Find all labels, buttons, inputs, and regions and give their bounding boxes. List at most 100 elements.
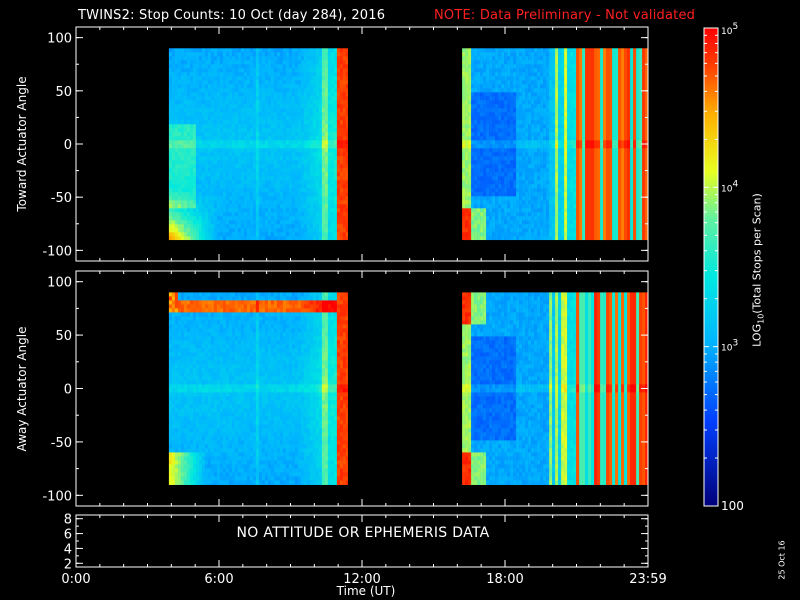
heatmap-cell	[315, 64, 320, 69]
heatmap-cell	[237, 80, 242, 85]
heatmap-cell	[567, 84, 571, 89]
heatmap-cell	[240, 144, 245, 149]
heatmap-cell	[561, 224, 565, 229]
heatmap-cell	[555, 116, 559, 121]
heatmap-cell	[492, 60, 496, 65]
heatmap-cell	[291, 204, 296, 209]
heatmap-cell	[174, 232, 179, 237]
heatmap-cell	[252, 116, 257, 121]
heatmap-cell	[270, 232, 275, 237]
heatmap-cell	[465, 56, 469, 61]
heatmap-cell	[183, 96, 188, 101]
heatmap-cell	[267, 156, 272, 161]
heatmap-cell	[279, 192, 284, 197]
heatmap-cell	[273, 68, 278, 73]
heatmap-cell	[588, 236, 592, 241]
heatmap-cell	[288, 192, 293, 197]
heatmap-cell	[285, 180, 290, 185]
heatmap-cell	[525, 212, 529, 217]
heatmap-cell	[168, 180, 173, 185]
heatmap-cell	[174, 120, 179, 125]
heatmap-cell	[516, 164, 520, 169]
heatmap-cell	[504, 228, 508, 233]
heatmap-cell	[177, 208, 182, 213]
heatmap-cell	[321, 120, 326, 125]
heatmap-cell	[330, 224, 335, 229]
heatmap-cell	[198, 100, 203, 105]
heatmap-cell	[261, 60, 266, 65]
heatmap-cell	[495, 232, 499, 237]
heatmap-cell	[228, 48, 233, 53]
heatmap-cell	[330, 64, 335, 69]
heatmap-cell	[519, 212, 523, 217]
heatmap-cell	[267, 148, 272, 153]
heatmap-cell	[240, 52, 245, 57]
heatmap-cell	[522, 68, 526, 73]
heatmap-cell	[540, 100, 544, 105]
heatmap-cell	[171, 92, 176, 97]
heatmap-cell	[336, 100, 341, 105]
heatmap-cell	[174, 204, 179, 209]
heatmap-cell	[234, 104, 239, 109]
heatmap-cell	[252, 176, 257, 181]
heatmap-cell	[297, 116, 302, 121]
heatmap-cell	[195, 136, 200, 141]
heatmap-cell	[321, 144, 326, 149]
heatmap-cell	[213, 216, 218, 221]
heatmap-cell	[471, 52, 475, 57]
heatmap-cell	[498, 96, 502, 101]
heatmap-cell	[564, 188, 568, 193]
heatmap-cell	[471, 48, 475, 53]
heatmap-cell	[300, 116, 305, 121]
heatmap-cell	[195, 232, 200, 237]
heatmap-cell	[309, 180, 314, 185]
heatmap-cell	[483, 72, 487, 77]
heatmap-cell	[267, 60, 272, 65]
heatmap-cell	[588, 192, 592, 197]
heatmap-cell	[315, 204, 320, 209]
heatmap-cell	[168, 124, 173, 129]
heatmap-cell	[210, 176, 215, 181]
heatmap-cell	[522, 112, 526, 117]
heatmap-cell	[510, 172, 514, 177]
heatmap-cell	[207, 176, 212, 181]
heatmap-cell	[480, 148, 484, 153]
heatmap-cell	[576, 140, 580, 145]
heatmap-cell	[183, 212, 188, 217]
heatmap-cell	[576, 208, 580, 213]
heatmap-cell	[195, 52, 200, 57]
heatmap-cell	[225, 52, 230, 57]
heatmap-cell	[228, 144, 233, 149]
heatmap-cell	[528, 96, 532, 101]
heatmap-cell	[510, 84, 514, 89]
heatmap-cell	[189, 232, 194, 237]
heatmap-cell	[309, 112, 314, 117]
heatmap-cell	[309, 172, 314, 177]
heatmap-cell	[189, 64, 194, 69]
heatmap-cell	[306, 48, 311, 53]
heatmap-cell	[174, 48, 179, 53]
heatmap-cell	[540, 120, 544, 125]
heatmap-cell	[333, 80, 338, 85]
heatmap-cell	[591, 172, 595, 177]
heatmap-cell	[207, 52, 212, 57]
heatmap-cell	[549, 168, 553, 173]
heatmap-cell	[285, 96, 290, 101]
heatmap-cell	[234, 188, 239, 193]
heatmap-cell	[186, 172, 191, 177]
heatmap-cell	[342, 208, 347, 213]
heatmap-cell	[507, 160, 511, 165]
heatmap-cell	[228, 168, 233, 173]
heatmap-cell	[273, 160, 278, 165]
heatmap-cell	[468, 76, 472, 81]
heatmap-cell	[522, 196, 526, 201]
heatmap-cell	[342, 176, 347, 181]
heatmap-cell	[504, 236, 508, 241]
heatmap-cell	[252, 68, 257, 73]
heatmap-cell	[180, 224, 185, 229]
heatmap-cell	[531, 168, 535, 173]
heatmap-cell	[270, 108, 275, 113]
heatmap-cell	[303, 224, 308, 229]
heatmap-cell	[534, 180, 538, 185]
heatmap-cell	[498, 220, 502, 225]
